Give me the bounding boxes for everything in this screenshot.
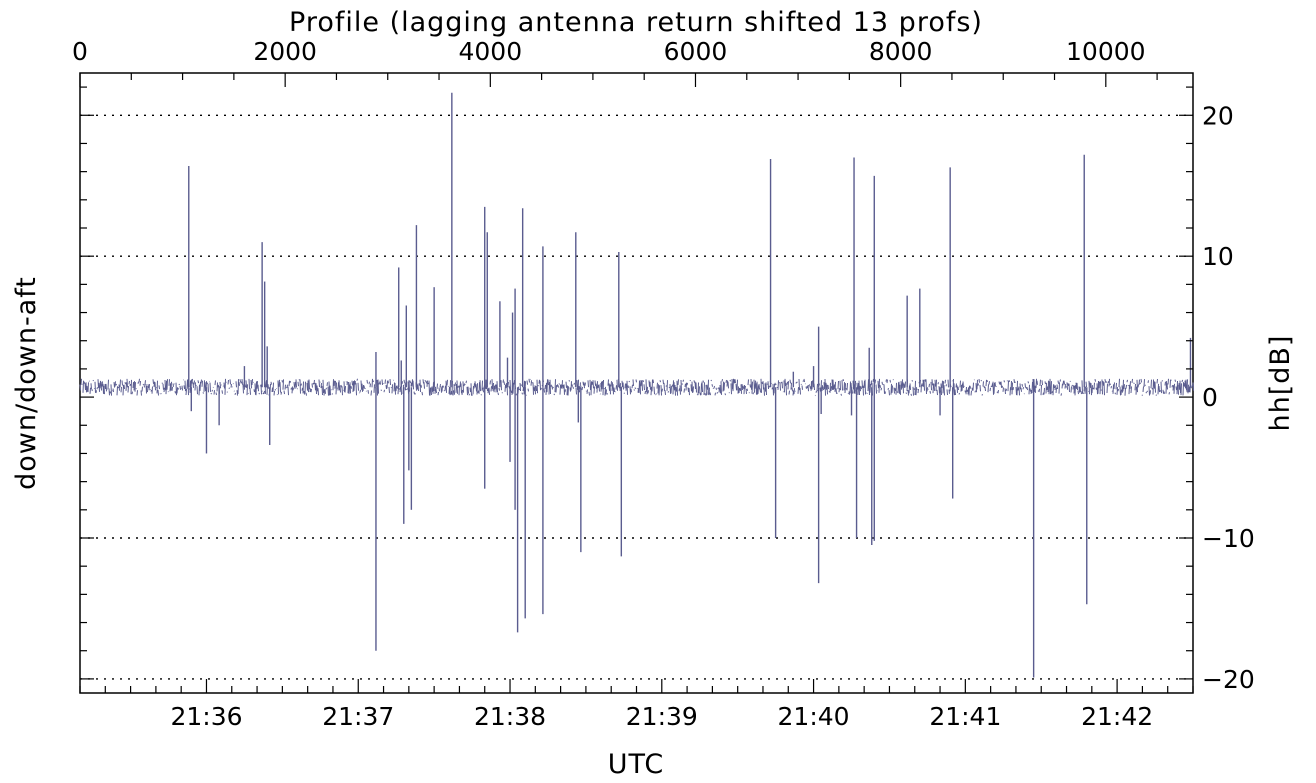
series-hh xyxy=(79,92,1194,678)
top-x-tick-label: 8000 xyxy=(869,37,933,66)
right-y-tick-label: 0 xyxy=(1202,383,1218,412)
bottom-x-tick-label: 21:39 xyxy=(626,702,698,731)
bottom-axis-title: UTC xyxy=(608,749,665,780)
plot-frame xyxy=(79,72,1194,694)
bottom-x-tick-label: 21:36 xyxy=(170,702,242,731)
axis-ticks xyxy=(79,73,1194,693)
top-x-tick-label: 4000 xyxy=(459,37,523,66)
bottom-x-tick-label: 21:42 xyxy=(1081,702,1153,731)
gridlines xyxy=(80,114,1193,680)
right-y-tick-label: −20 xyxy=(1202,665,1255,694)
bottom-x-tick-label: 21:38 xyxy=(474,702,546,731)
tick-labels: 20 10 0 −10 −20 21:36 21:37 21:38 21:39 21:40 21:4… xyxy=(72,37,1255,731)
top-x-tick-label: 0 xyxy=(72,37,88,66)
right-y-tick-label: 20 xyxy=(1202,101,1234,130)
top-x-tick-label: 6000 xyxy=(664,37,728,66)
top-x-tick-label: 10000 xyxy=(1066,37,1146,66)
top-axis-title: Profile (lagging antenna return shifted … xyxy=(289,7,983,38)
series-noise-band xyxy=(79,378,1194,397)
left-axis-title: down/down-aft xyxy=(11,276,42,490)
bottom-x-tick-label: 21:41 xyxy=(929,702,1001,731)
right-axis-title: hh[dB] xyxy=(1265,335,1296,432)
right-y-tick-label: 10 xyxy=(1202,242,1234,271)
bottom-x-tick-label: 21:37 xyxy=(322,702,394,731)
bottom-x-tick-label: 21:40 xyxy=(778,702,850,731)
right-y-tick-label: −10 xyxy=(1202,524,1255,553)
top-x-tick-label: 2000 xyxy=(253,37,317,66)
